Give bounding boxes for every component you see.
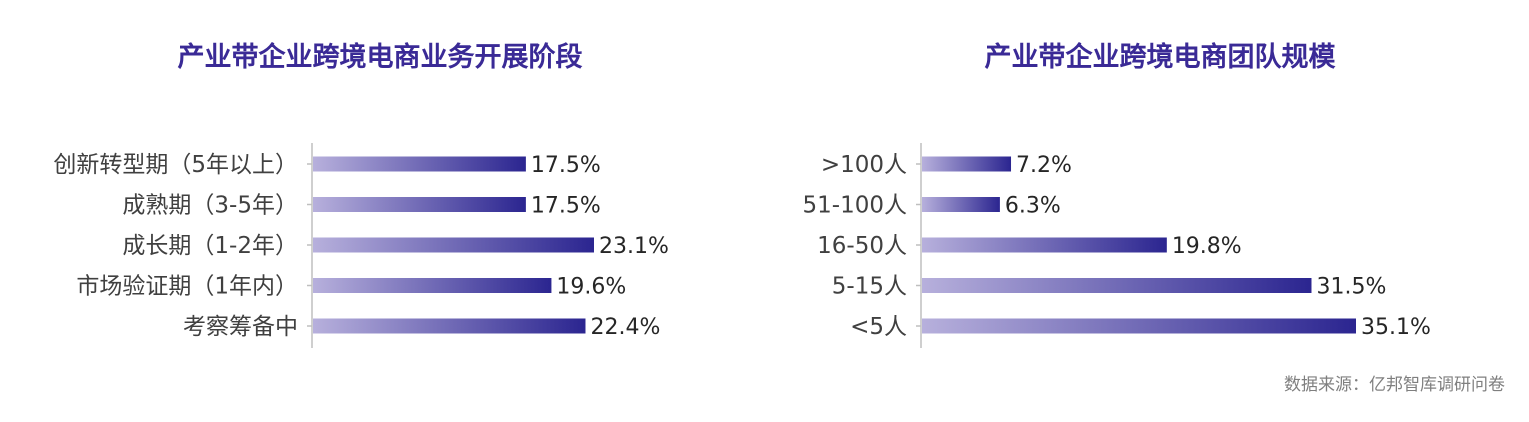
data-label: 17.5% [531, 194, 601, 219]
bar-chart-stage: 创新转型期（5年以上） 17.5% 成熟期（3-5年） 17.5% 成长期（1-2年） 2… [53, 143, 669, 348]
data-label: 6.3% [1005, 194, 1061, 219]
bar [313, 318, 586, 334]
category-label: 考察筹备中 [183, 314, 298, 340]
bar-chart-team-size: >100人 7.2% 51-100人 6.3% 16-50人 19.8% 5-15人 31.5… [803, 143, 1431, 348]
category-label: 成长期（1-2年） [122, 233, 298, 259]
bar [313, 197, 526, 212]
category-label: 市场验证期（1年内） [76, 274, 298, 300]
bar [922, 278, 1312, 293]
bar [922, 156, 1012, 172]
bar [313, 237, 594, 253]
category-label: 成熟期（3-5年） [122, 193, 298, 219]
data-label: 22.4% [590, 315, 660, 340]
category-label: 51-100人 [803, 193, 907, 219]
bar [922, 197, 1000, 212]
category-label: <5人 [850, 314, 907, 340]
data-label: 23.1% [599, 234, 669, 259]
data-label: 7.2% [1016, 153, 1072, 178]
data-label: 17.5% [531, 153, 601, 178]
data-label: 19.6% [556, 275, 626, 300]
bar [313, 156, 526, 172]
category-label: 5-15人 [832, 274, 907, 300]
bar [922, 318, 1356, 334]
data-label: 35.1% [1361, 315, 1431, 340]
bar [313, 278, 552, 293]
data-label: 19.8% [1172, 234, 1242, 259]
source-note: 数据来源：亿邦智库调研问卷 [1284, 375, 1505, 395]
category-label: >100人 [821, 152, 907, 178]
chart-title-stage: 产业带企业跨境电商业务开展阶段 [177, 42, 583, 73]
chart-title-team-size: 产业带企业跨境电商团队规模 [984, 42, 1336, 73]
category-label: 创新转型期（5年以上） [53, 152, 298, 178]
bar [922, 237, 1167, 253]
data-label: 31.5% [1316, 275, 1386, 300]
category-label: 16-50人 [817, 233, 907, 259]
